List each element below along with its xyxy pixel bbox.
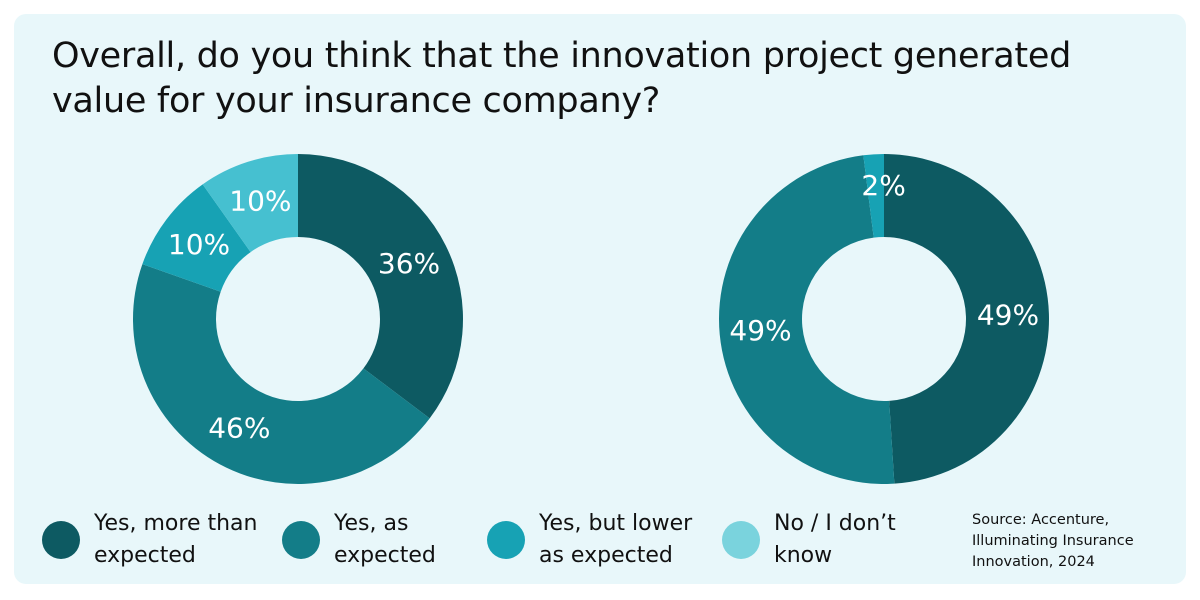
donut-segment [133,264,430,484]
donut-segment [863,154,884,238]
source-line: Source: Accenture, [972,512,1110,528]
legend-label: No / I don’t know [774,511,896,568]
chart-title: Overall, do you think that the innovatio… [52,36,1072,121]
data-label: 10% [229,184,291,217]
legend-label: Yes, but lower as expected [539,511,693,568]
data-label: 36% [378,247,440,280]
donut-segment [884,154,1049,484]
legend-item-as-expected: Yes, as expected [282,508,454,572]
source-line: Innovation, 2024 [972,554,1095,570]
legend-swatch [487,521,525,559]
legend-swatch [42,521,80,559]
donut-segment [298,154,463,419]
legend-item-dont-know: No / I don’t know [722,508,924,572]
source-line: Illuminating Insurance [972,533,1134,549]
data-label: 46% [208,412,270,445]
legend-item-lower-than-expected: Yes, but lower as expected [487,508,714,572]
source-note: Source: Accenture, Illuminating Insuranc… [972,510,1172,573]
data-label: 2% [861,169,905,202]
donut-segment [719,155,895,484]
legend-label: Yes, more than expected [94,511,258,568]
data-label: 49% [977,299,1039,332]
donut-chart-1: 36% 46% 10% 10% [133,154,463,484]
legend-label: Yes, as expected [334,511,436,568]
donut-segment [142,184,251,292]
donut-segment [202,154,298,253]
data-label: 49% [729,314,791,347]
donut-chart-2: 49% 49% 2% [719,154,1049,484]
legend-swatch [722,521,760,559]
data-label: 10% [168,228,230,261]
legend-item-more-than-expected: Yes, more than expected [42,508,269,572]
legend-swatch [282,521,320,559]
